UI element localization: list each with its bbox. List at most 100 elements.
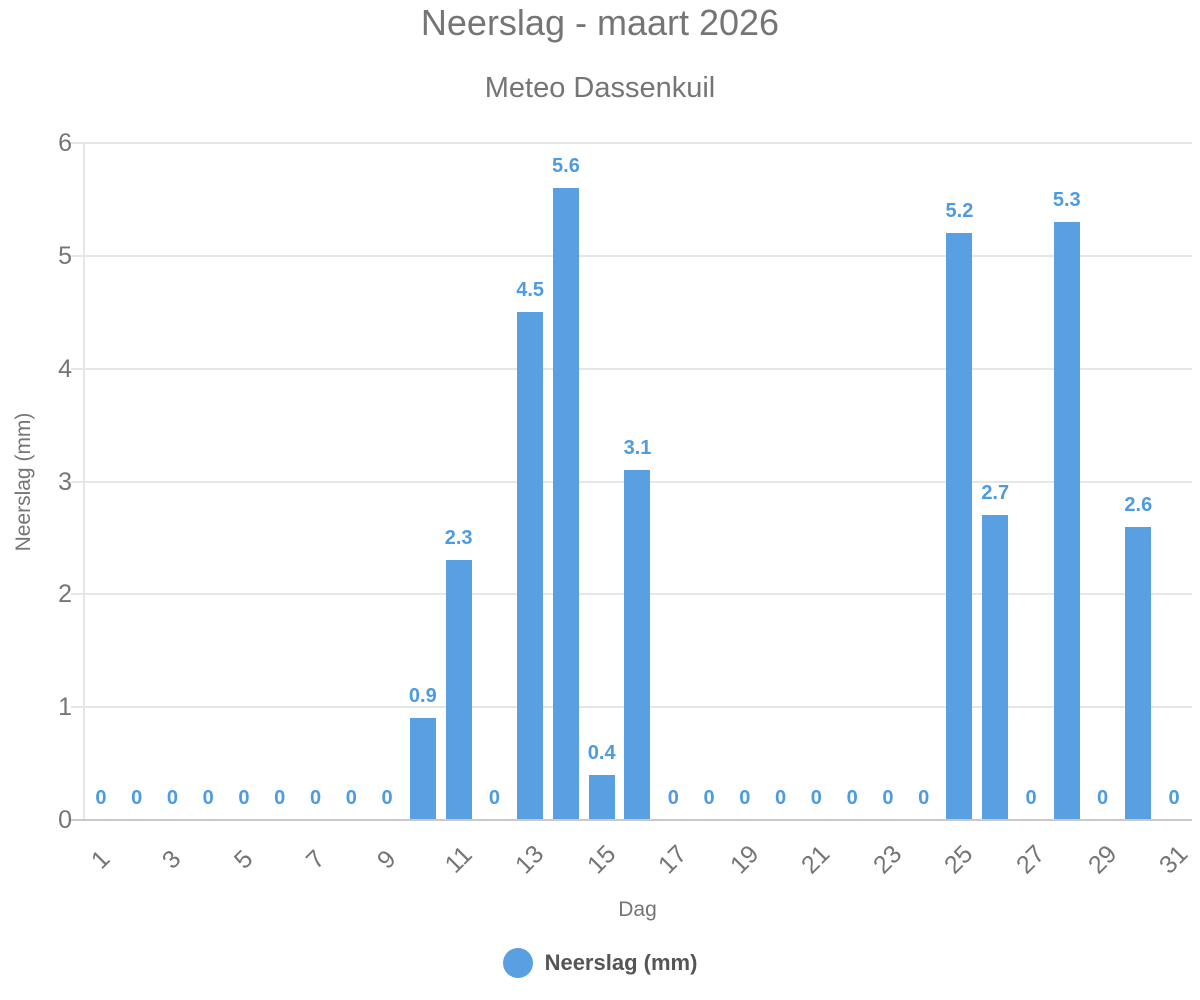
y-tick-label-6: 6 [58,129,72,157]
value-label-day-18: 0 [703,787,715,809]
value-label-day-4: 0 [202,787,214,809]
value-label-day-24: 0 [918,787,930,809]
value-label-day-12: 0 [488,787,500,809]
slot-day-15: 0.4 15 [582,143,621,880]
gridline-y-4 [71,367,1192,370]
legend: Neerslag (mm) [0,948,1200,978]
bar-day-13[interactable] [517,312,544,820]
slot-day-12: 0 [477,143,513,820]
x-tick-label-19: 19 [724,839,765,880]
chart-subtitle: Meteo Dassenkuil [484,72,716,104]
slot-day-24: 0 [906,143,942,820]
slot-day-21: 0 21 [796,143,835,879]
value-label-day-2: 0 [131,787,143,809]
slot-day-17: 0 17 [653,143,692,879]
slot-day-29: 0 29 [1082,143,1121,879]
value-label-day-6: 0 [274,787,286,809]
bar-day-16[interactable] [624,470,651,820]
bar-day-26[interactable] [982,515,1009,820]
bar-day-15[interactable] [588,774,615,820]
slot-day-27: 0 27 [1011,143,1050,879]
y-tick-label-0: 0 [58,806,72,834]
x-axis-baseline [71,819,1192,821]
slot-day-30: 2.6 [1120,143,1156,820]
gridline-y-6 [71,142,1192,144]
slot-day-18: 0 [691,143,727,820]
value-label-day-5: 0 [238,787,250,809]
x-tick-label-7: 7 [300,844,330,875]
value-label-day-27: 0 [1025,787,1037,809]
bar-day-11[interactable] [445,560,472,820]
x-tick-label-31: 31 [1154,839,1194,880]
y-tick-label-5: 5 [58,241,72,270]
value-label-day-23: 0 [882,787,894,809]
value-label-day-22: 0 [846,787,858,809]
slot-day-2: 0 [119,143,155,820]
x-axis-title: Dag [618,898,657,921]
slot-day-20: 0 [763,143,799,820]
value-label-day-15: 0.4 [587,741,616,764]
x-tick-label-5: 5 [228,844,259,875]
value-label-day-25: 5.2 [945,200,974,223]
value-label-day-7: 0 [309,787,322,809]
x-tick-label-15: 15 [581,839,622,880]
slot-day-6: 0 [262,143,298,820]
slot-day-26: 2.7 [977,143,1013,820]
slot-day-16: 3.1 [620,143,656,820]
legend-circle-icon [502,948,533,978]
x-tick-label-11: 11 [439,840,478,879]
value-label-day-17: 0 [667,787,679,809]
slot-day-28: 5.3 [1049,143,1085,820]
x-tick-label-17: 17 [653,839,693,880]
slot-day-31: 0 31 [1154,143,1193,879]
value-label-day-31: 0 [1168,787,1180,809]
x-tick-label-27: 27 [1010,839,1051,880]
chart-title: Neerslag - maart 2026 [420,2,780,43]
value-label-day-26: 2.7 [981,482,1010,505]
value-label-day-20: 0 [775,787,787,809]
x-tick-label-25: 25 [939,839,979,880]
value-label-day-29: 0 [1096,787,1109,809]
slot-day-22: 0 [834,143,870,820]
value-label-day-9: 0 [381,787,393,809]
value-label-day-3: 0 [166,787,178,809]
value-label-day-21: 0 [810,787,822,809]
slot-day-19: 0 19 [725,143,764,879]
slot-day-23: 0 23 [868,143,907,879]
bar-day-10[interactable] [409,718,436,820]
value-label-day-14: 5.6 [552,155,580,178]
y-tick-label-2: 2 [58,580,72,609]
value-label-day-19: 0 [739,787,751,809]
plot-area: 0 1 0 0 3 0 0 5 0 0 7 0 0 9 0.9 2.3 11 0 4.5 13 5.6 0.4 15 3.1 0… [71,142,1193,880]
y-tick-label-4: 4 [58,354,72,383]
value-label-day-1: 0 [95,787,107,809]
slot-day-11: 2.3 11 [439,143,477,878]
x-tick-label-23: 23 [867,839,908,880]
slot-day-8: 0 [333,143,369,820]
value-label-day-30: 2.6 [1124,493,1153,516]
x-tick-label-3: 3 [157,844,187,875]
bar-day-28[interactable] [1053,221,1080,820]
bar-day-25[interactable] [946,233,973,820]
value-label-day-16: 3.1 [623,437,652,460]
x-tick-label-13: 13 [510,839,550,880]
y-tick-label-1: 1 [58,693,72,722]
value-label-day-13: 4.5 [516,279,545,302]
slot-day-25: 5.2 25 [939,143,978,879]
bar-day-14[interactable] [552,188,579,820]
value-label-day-11: 2.3 [444,527,473,550]
bar-day-30[interactable] [1125,526,1152,820]
slot-day-4: 0 [190,143,226,820]
value-label-day-28: 5.3 [1052,188,1081,211]
y-tick-label-3: 3 [58,467,72,496]
legend-series-label: Neerslag (mm) [544,950,698,975]
gridline-y-5 [71,254,1192,257]
slot-day-13: 4.5 13 [510,143,549,879]
value-label-day-10: 0.9 [408,685,437,708]
